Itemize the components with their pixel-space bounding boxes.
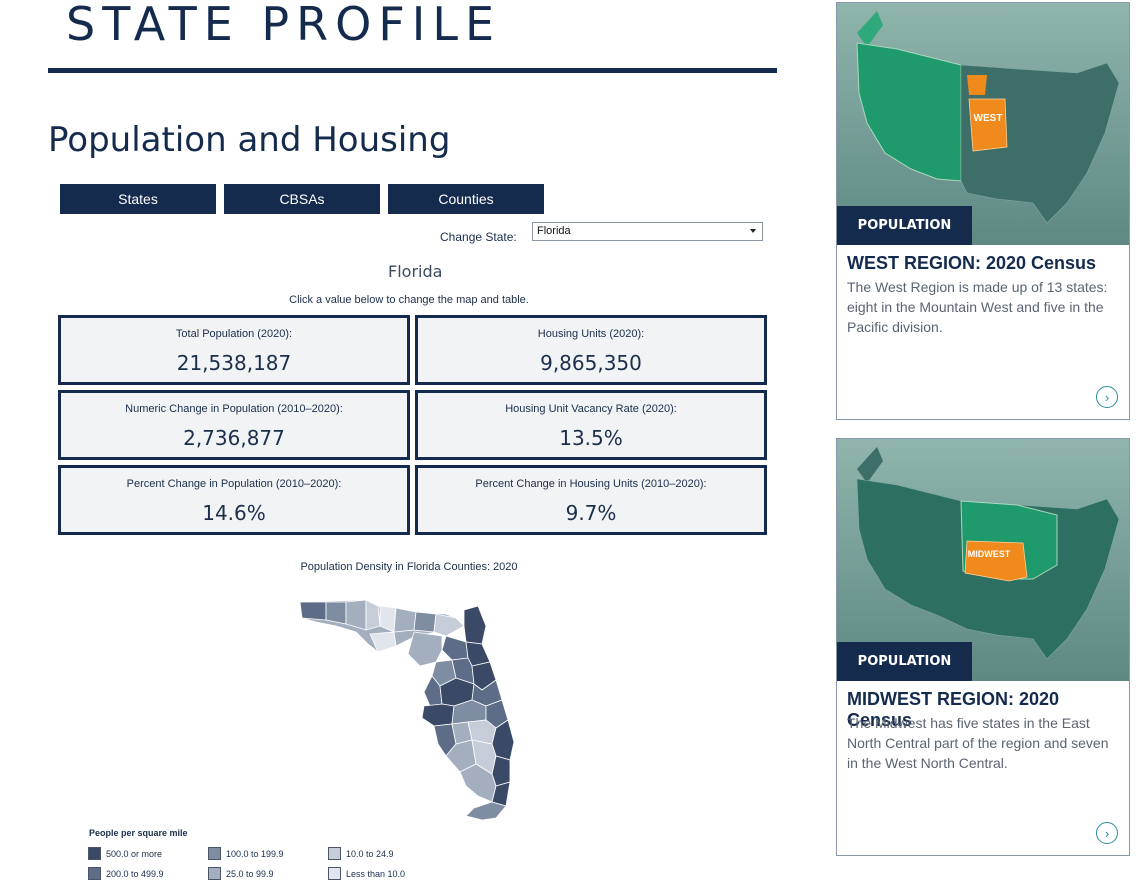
chevron-right-icon[interactable]: › xyxy=(1096,822,1118,844)
legend-swatch xyxy=(328,847,341,860)
legend-label: 25.0 to 99.9 xyxy=(226,869,274,879)
tab-counties[interactable]: Counties xyxy=(388,184,544,214)
map-label: WEST xyxy=(974,113,1003,124)
card-title: WEST REGION: 2020 Census xyxy=(847,253,1097,273)
legend-label: 500.0 or more xyxy=(106,849,163,859)
change-state-label: Change State: xyxy=(440,230,517,244)
stat-housing-units[interactable]: Housing Units (2020): 9,865,350 xyxy=(415,315,767,385)
legend-label: 10.0 to 24.9 xyxy=(346,849,394,859)
legend-label: 100.0 to 199.9 xyxy=(226,849,284,859)
stat-value: 2,736,877 xyxy=(183,426,285,450)
stat-value: 9.7% xyxy=(565,501,617,525)
legend-swatch xyxy=(88,867,101,880)
card-description: The Midwest has five states in the East … xyxy=(847,715,1109,771)
stat-numeric-change[interactable]: Numeric Change in Population (2010–2020)… xyxy=(58,390,410,460)
west-region-map-image: WEST xyxy=(837,3,1129,245)
stat-label: Housing Unit Vacancy Rate (2020): xyxy=(505,403,677,415)
legend-swatch xyxy=(208,867,221,880)
legend-swatch xyxy=(88,847,101,860)
card-badge: POPULATION xyxy=(837,206,972,245)
chevron-down-icon xyxy=(750,229,756,233)
stat-value: 13.5% xyxy=(559,426,623,450)
tab-cbsas[interactable]: CBSAs xyxy=(224,184,380,214)
florida-county-map[interactable] xyxy=(296,596,528,824)
state-name: Florida xyxy=(388,262,443,281)
legend-swatch xyxy=(328,867,341,880)
state-select[interactable]: Florida xyxy=(532,222,763,241)
hint-text: Click a value below to change the map an… xyxy=(289,294,529,306)
card-badge: POPULATION xyxy=(837,642,972,681)
stat-label: Percent Change in Population (2010–2020)… xyxy=(126,478,342,490)
legend-swatch xyxy=(208,847,221,860)
card-title: MIDWEST REGION: 2020 Census xyxy=(847,689,1060,730)
legend-label: 200.0 to 499.9 xyxy=(106,869,164,879)
stat-vacancy-rate[interactable]: Housing Unit Vacancy Rate (2020): 13.5% xyxy=(415,390,767,460)
stat-value: 14.6% xyxy=(202,501,266,525)
stat-label: Housing Units (2020): xyxy=(537,328,645,340)
stat-value: 9,865,350 xyxy=(540,351,642,375)
stat-label: Numeric Change in Population (2010–2020)… xyxy=(125,403,343,415)
tab-states[interactable]: States xyxy=(60,184,216,214)
stat-label: Total Population (2020): xyxy=(175,328,293,340)
chevron-right-icon[interactable]: › xyxy=(1096,386,1118,408)
heading-rule xyxy=(48,68,777,73)
stat-total-population[interactable]: Total Population (2020): 21,538,187 xyxy=(58,315,410,385)
state-select-value: Florida xyxy=(537,225,571,237)
stat-value: 21,538,187 xyxy=(176,351,292,375)
stat-label: Percent Change in Housing Units (2010–20… xyxy=(475,478,707,490)
section-title: Population and Housing xyxy=(48,120,451,160)
page-heading: STATE PROFILE xyxy=(66,0,502,51)
map-label: MIDWEST xyxy=(968,549,1011,559)
map-title: Population Density in Florida Counties: … xyxy=(300,561,518,573)
legend-label: Less than 10.0 xyxy=(346,869,406,879)
midwest-region-map-image: MIDWEST xyxy=(837,439,1129,681)
stat-percent-change-housing[interactable]: Percent Change in Housing Units (2010–20… xyxy=(415,465,767,535)
card-description: The West Region is made up of 13 states:… xyxy=(847,279,1108,335)
legend-title: People per square mile xyxy=(89,828,188,838)
card-midwest-region[interactable]: MIDWEST POPULATION MIDWEST REGION: 2020 … xyxy=(836,438,1130,856)
stat-percent-change-population[interactable]: Percent Change in Population (2010–2020)… xyxy=(58,465,410,535)
card-west-region[interactable]: WEST POPULATION WEST REGION: 2020 Census… xyxy=(836,2,1130,420)
